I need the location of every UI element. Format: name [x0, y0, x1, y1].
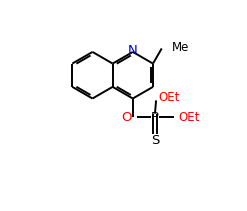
Text: OEt: OEt: [178, 111, 199, 124]
Text: Me: Me: [171, 41, 189, 54]
Text: S: S: [151, 134, 159, 147]
Text: N: N: [128, 44, 138, 57]
Text: O: O: [121, 111, 132, 124]
Text: OEt: OEt: [158, 91, 180, 104]
Text: P: P: [151, 111, 159, 124]
